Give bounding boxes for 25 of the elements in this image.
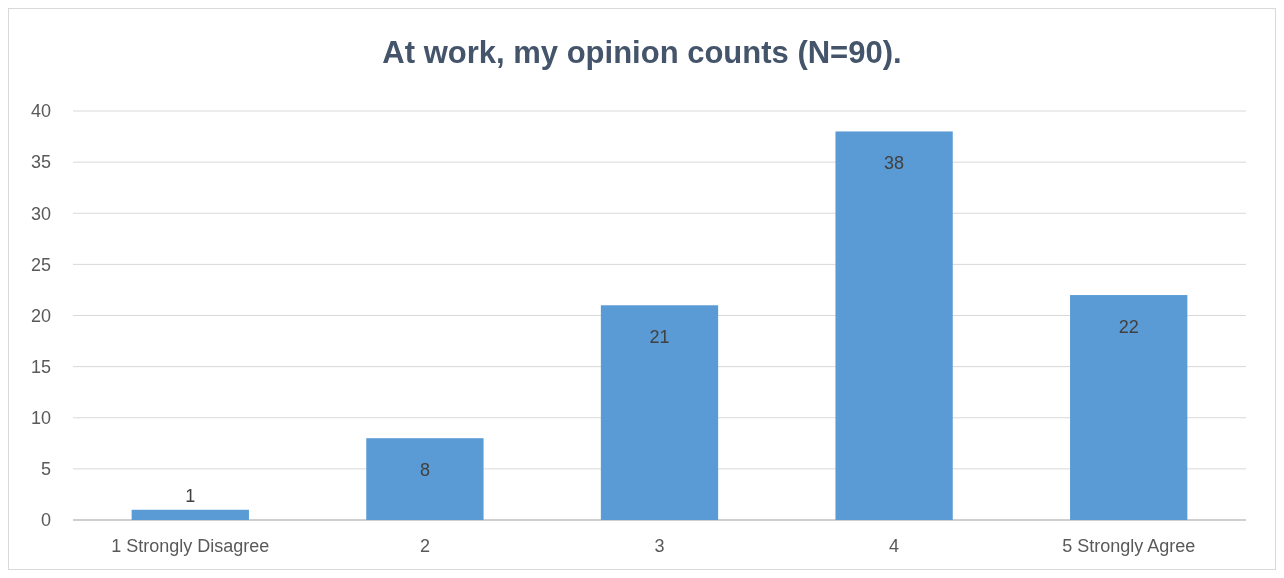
data-label: 8 [419,460,430,481]
y-tick-label: 15 [30,356,51,377]
bar [366,438,484,520]
data-label: 22 [1118,317,1139,338]
x-tick-label: 1 Strongly Disagree [111,536,270,556]
bar [131,509,249,520]
y-tick-label: 5 [40,459,51,480]
data-label: 21 [649,327,670,348]
data-label: 38 [884,153,905,174]
y-tick-label: 40 [30,101,51,122]
bar [600,305,719,520]
y-tick-label: 35 [30,152,51,173]
y-tick-label: 10 [30,408,51,429]
y-tick-label: 25 [30,254,51,275]
y-tick-label: 0 [40,510,51,531]
chart-title: At work, my opinion counts (N=90). [382,35,902,70]
bar [835,131,953,520]
data-label: 1 [185,485,196,506]
y-tick-label: 30 [30,203,51,224]
y-tick-label: 20 [30,305,51,326]
x-tick-label: 3 [654,536,665,556]
bar [1070,295,1188,520]
x-tick-label: 2 [419,536,430,556]
x-tick-label: 4 [889,536,900,556]
x-tick-label: 5 Strongly Agree [1062,536,1196,556]
